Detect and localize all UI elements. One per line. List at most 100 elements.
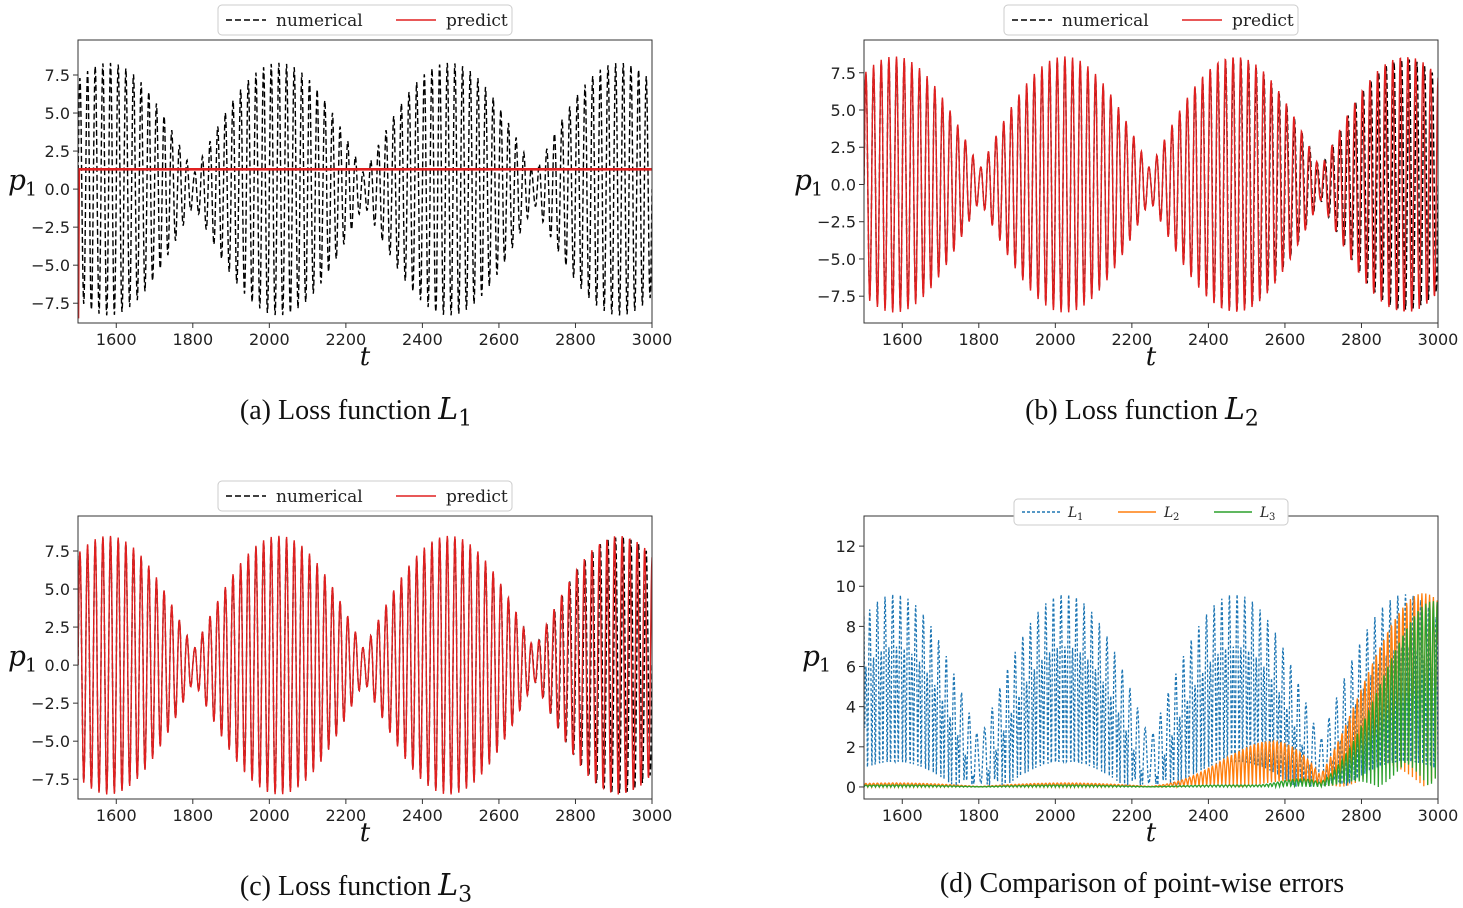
y-axis-label-subscript: 1 [819, 655, 831, 677]
legend-box [1003, 4, 1299, 36]
y-tick-label: 0.0 [45, 656, 70, 675]
x-tick-label: 2200 [326, 330, 367, 349]
x-axis-label: t [360, 818, 371, 848]
y-axis-label-subscript: 1 [25, 655, 37, 677]
chart-d: 1600 1800 2000 2200 2400 2600 2800 3000 0 2 4 6 8 10 1… [802, 498, 1459, 848]
y-tick-label: 5.0 [831, 101, 856, 120]
chart-a: 1600 1800 2000 2200 2400 2600 2800 3000 −7.5 −5.0… [8, 4, 673, 372]
x-tick-label: 2200 [326, 806, 367, 825]
y-axis-label: p [8, 164, 26, 197]
x-tick-label: 1800 [172, 330, 213, 349]
axes-frame-c [77, 515, 653, 800]
plot-area-a [78, 62, 652, 319]
y-tick-label: −5.0 [31, 732, 70, 751]
series-c-2 [78, 535, 652, 795]
x-tick-label: 2400 [402, 806, 443, 825]
y-axis-label: p [8, 640, 26, 673]
x-tick-label: 3000 [1418, 330, 1459, 349]
x-axis-label: t [1146, 342, 1157, 372]
legend-label-sub-l1: 1 [1077, 512, 1083, 523]
y-tick-label: −2.5 [31, 694, 70, 713]
caption-d: (d) Comparison of point-wise errors [939, 868, 1345, 899]
y-tick-label: 5.0 [45, 580, 70, 599]
caption-a: (a) Loss function L1 [239, 392, 473, 432]
axes-frame-b [863, 39, 1439, 324]
chart-c: 1600 1800 2000 2200 2400 2600 2800 3000 −7.5 −5.0… [8, 480, 673, 848]
caption-b: (b) Loss function L2 [1025, 392, 1259, 432]
series-a-2 [78, 168, 652, 319]
y-tick-label: 2.5 [831, 138, 856, 157]
x-tick-label: 2000 [249, 330, 290, 349]
x-tick-label: 1800 [958, 806, 999, 825]
y-tick-label: 7.5 [831, 64, 856, 83]
y-tick-label: 0 [846, 778, 856, 797]
legend-label-predict: predict [1232, 11, 1294, 31]
legend-label-numerical: numerical [1062, 11, 1149, 31]
x-tick-label: 2400 [1188, 330, 1229, 349]
x-tick-label: 2400 [402, 330, 443, 349]
series-d-3 [864, 601, 1438, 790]
x-tick-label: 2600 [479, 330, 520, 349]
legend-c: numerical predict [217, 480, 513, 512]
y-tick-label: 10 [836, 577, 856, 596]
x-tick-label: 2800 [1341, 806, 1382, 825]
x-axis-label: t [1146, 818, 1157, 848]
legend-label-l3: L [1259, 505, 1269, 521]
y-tick-label: 5.0 [45, 104, 70, 123]
y-tick-label: −2.5 [31, 218, 70, 237]
legend-label-numerical: numerical [276, 487, 363, 507]
x-tick-label: 2800 [555, 330, 596, 349]
y-axis-label: p [802, 640, 820, 673]
legend-b: numerical predict [1003, 4, 1299, 36]
x-tick-label: 1600 [96, 806, 137, 825]
y-tick-label: 12 [836, 537, 856, 556]
y-tick-label: 8 [846, 617, 856, 636]
y-axis-label-subscript: 1 [811, 179, 823, 201]
axes-frame-a [77, 39, 653, 324]
x-tick-label: 3000 [632, 330, 673, 349]
x-tick-label: 2600 [479, 806, 520, 825]
y-tick-label: 0.0 [45, 180, 70, 199]
x-tick-label: 3000 [1418, 806, 1459, 825]
x-tick-label: 3000 [632, 806, 673, 825]
x-tick-label: 2400 [1188, 806, 1229, 825]
legend-box [217, 480, 513, 512]
x-tick-label: 2000 [249, 806, 290, 825]
x-tick-label: 2000 [1035, 806, 1076, 825]
y-tick-label: 6 [846, 658, 856, 677]
y-tick-label: −5.0 [31, 256, 70, 275]
y-tick-label: 4 [846, 698, 856, 717]
caption-c: (c) Loss function L3 [239, 868, 473, 908]
legend-label-l2: L [1163, 505, 1173, 521]
y-tick-label: −7.5 [817, 287, 856, 306]
y-tick-label: 2.5 [45, 618, 70, 637]
x-tick-label: 1600 [882, 330, 923, 349]
series-b-2 [864, 56, 1438, 313]
y-tick-label: 7.5 [45, 66, 70, 85]
x-tick-label: 1800 [172, 806, 213, 825]
x-tick-label: 2800 [1341, 330, 1382, 349]
y-axis-label: p [794, 164, 812, 197]
y-tick-label: −5.0 [817, 250, 856, 269]
x-tick-label: 1600 [96, 330, 137, 349]
legend-label-l1: L [1067, 505, 1077, 521]
legend-label-sub-l2: 2 [1173, 512, 1179, 523]
x-tick-label: 2200 [1112, 806, 1153, 825]
plot-area-c [78, 535, 652, 795]
legend-label-numerical: numerical [276, 11, 363, 31]
y-tick-label: −2.5 [817, 213, 856, 232]
chart-b: 1600 1800 2000 2200 2400 2600 2800 3000 −7.5 −5.0… [794, 4, 1459, 372]
legend-label-sub-l3: 3 [1269, 512, 1275, 523]
series-a-1 [78, 62, 652, 316]
x-tick-label: 2600 [1265, 806, 1306, 825]
plot-area-b [864, 56, 1438, 313]
series-d-2 [864, 593, 1438, 790]
legend-label-predict: predict [446, 11, 508, 31]
legend-label-predict: predict [446, 487, 508, 507]
x-axis-label: t [360, 342, 371, 372]
y-tick-label: 7.5 [45, 542, 70, 561]
x-tick-label: 2200 [1112, 330, 1153, 349]
plot-area-d [864, 593, 1438, 790]
